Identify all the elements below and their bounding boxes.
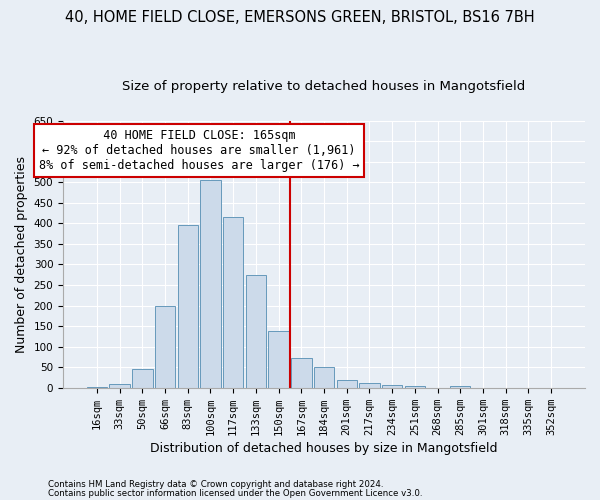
Text: Contains HM Land Registry data © Crown copyright and database right 2024.: Contains HM Land Registry data © Crown c…: [48, 480, 383, 489]
Text: 40, HOME FIELD CLOSE, EMERSONS GREEN, BRISTOL, BS16 7BH: 40, HOME FIELD CLOSE, EMERSONS GREEN, BR…: [65, 10, 535, 25]
Bar: [87, 386, 107, 388]
X-axis label: Distribution of detached houses by size in Mangotsfield: Distribution of detached houses by size …: [150, 442, 498, 455]
Bar: [314, 368, 334, 388]
Title: Size of property relative to detached houses in Mangotsfield: Size of property relative to detached ho…: [122, 80, 526, 93]
Bar: [382, 384, 403, 388]
Bar: [450, 386, 470, 388]
Bar: [245, 275, 266, 388]
Bar: [268, 331, 289, 388]
Bar: [200, 180, 221, 388]
Bar: [404, 386, 425, 388]
Bar: [337, 380, 357, 388]
Bar: [132, 370, 152, 388]
Bar: [109, 384, 130, 388]
Bar: [359, 384, 380, 388]
Text: 40 HOME FIELD CLOSE: 165sqm  
← 92% of detached houses are smaller (1,961)
8% of: 40 HOME FIELD CLOSE: 165sqm ← 92% of det…: [39, 129, 359, 172]
Text: Contains public sector information licensed under the Open Government Licence v3: Contains public sector information licen…: [48, 489, 422, 498]
Bar: [223, 217, 244, 388]
Bar: [178, 226, 198, 388]
Y-axis label: Number of detached properties: Number of detached properties: [15, 156, 28, 352]
Bar: [155, 306, 175, 388]
Bar: [291, 358, 311, 388]
